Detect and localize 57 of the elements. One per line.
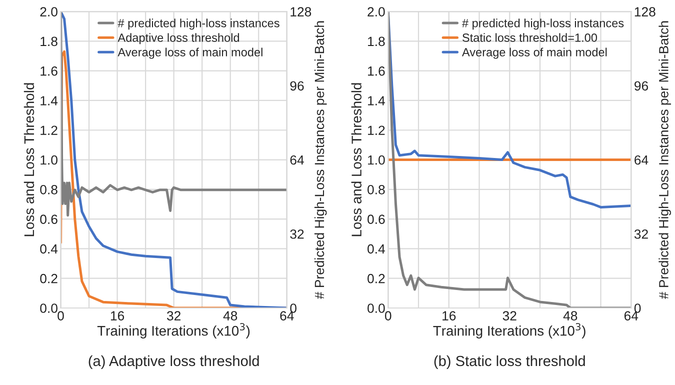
x-axis-title: Training Iterations (x10$^{3}$) bbox=[97, 323, 250, 338]
y-tick-label: 1.6 bbox=[40, 66, 58, 76]
y-tick-label: 0.0 bbox=[368, 304, 385, 313]
y-tick-label: 1.0 bbox=[40, 155, 58, 165]
x-tick-label: 48 bbox=[223, 311, 238, 320]
x-tick-label: 48 bbox=[563, 311, 578, 320]
y2-tick-label: 128 bbox=[634, 7, 656, 16]
text: (a) Adaptive loss threshold bbox=[88, 355, 259, 370]
y2-tick-label: 64 bbox=[290, 155, 304, 165]
y2-axis-title: # Predicted High-Loss Instances per Mini-Batch bbox=[658, 21, 671, 300]
y2-tick-label: 128 bbox=[290, 7, 312, 16]
y-tick-label: 0.0 bbox=[40, 304, 58, 313]
y-axis-title: Loss and Loss Threshold bbox=[351, 83, 362, 236]
y-tick-label: 0.6 bbox=[40, 214, 58, 224]
y2-tick-label: 96 bbox=[634, 81, 648, 91]
y-tick-label: 0.8 bbox=[368, 184, 385, 194]
legend-label: Static loss threshold=1.00 bbox=[462, 33, 598, 42]
y-tick-label: 2.0 bbox=[368, 7, 385, 16]
y-tick-label: 1.0 bbox=[368, 155, 385, 165]
x-tick-label: 64 bbox=[280, 311, 294, 320]
legend-label: Average loss of main model bbox=[462, 48, 607, 59]
y2-tick-label: 0 bbox=[290, 304, 296, 313]
x-axis-title: Training Iterations (x10$^{3}$) bbox=[433, 323, 586, 338]
line-series bbox=[388, 12, 632, 308]
y2-tick-label: 32 bbox=[290, 229, 304, 239]
y-tick-label: 1.4 bbox=[40, 96, 58, 106]
x-tick-label: 32 bbox=[166, 311, 180, 320]
y-tick-label: 2.0 bbox=[40, 7, 58, 16]
text: (b) Static loss threshold bbox=[434, 355, 585, 370]
x-tick-label: 0 bbox=[384, 311, 392, 320]
x-tick-label: 16 bbox=[110, 311, 124, 320]
y-tick-label: 1.8 bbox=[368, 36, 385, 46]
y-tick-label: 0.4 bbox=[368, 244, 385, 254]
y-tick-label: 1.2 bbox=[368, 126, 385, 135]
legend-label: # predicted high-loss instances bbox=[118, 18, 280, 30]
y-tick-label: 0.4 bbox=[40, 244, 58, 254]
y2-tick-label: 32 bbox=[634, 229, 648, 239]
y-tick-label: 0.8 bbox=[40, 184, 58, 194]
y-tick-label: 0.2 bbox=[368, 274, 385, 284]
x-tick-label: 64 bbox=[624, 311, 638, 320]
x-tick-label: 0 bbox=[58, 311, 64, 320]
y-tick-label: 1.8 bbox=[40, 36, 58, 46]
y2-tick-label: 0 bbox=[634, 304, 641, 313]
y-tick-label: 0.6 bbox=[368, 214, 385, 224]
y2-tick-label: 64 bbox=[634, 155, 648, 165]
y-tick-label: 1.6 bbox=[368, 66, 385, 76]
legend-label: # predicted high-loss instances bbox=[462, 18, 624, 30]
legend-label: Adaptive loss threshold bbox=[118, 33, 240, 44]
y2-tick-label: 96 bbox=[290, 81, 304, 91]
y-tick-label: 1.2 bbox=[40, 126, 58, 135]
y-tick-label: 0.2 bbox=[40, 274, 58, 284]
legend-label: Average loss of main model bbox=[118, 48, 262, 59]
y-tick-label: 1.4 bbox=[368, 96, 385, 106]
y-axis-title: Loss and Loss Threshold bbox=[24, 83, 34, 236]
x-tick-label: 16 bbox=[442, 311, 456, 320]
x-tick-label: 32 bbox=[502, 311, 516, 320]
y2-axis-title: # Predicted High-Loss Instances per Mini-Batch bbox=[314, 21, 327, 300]
